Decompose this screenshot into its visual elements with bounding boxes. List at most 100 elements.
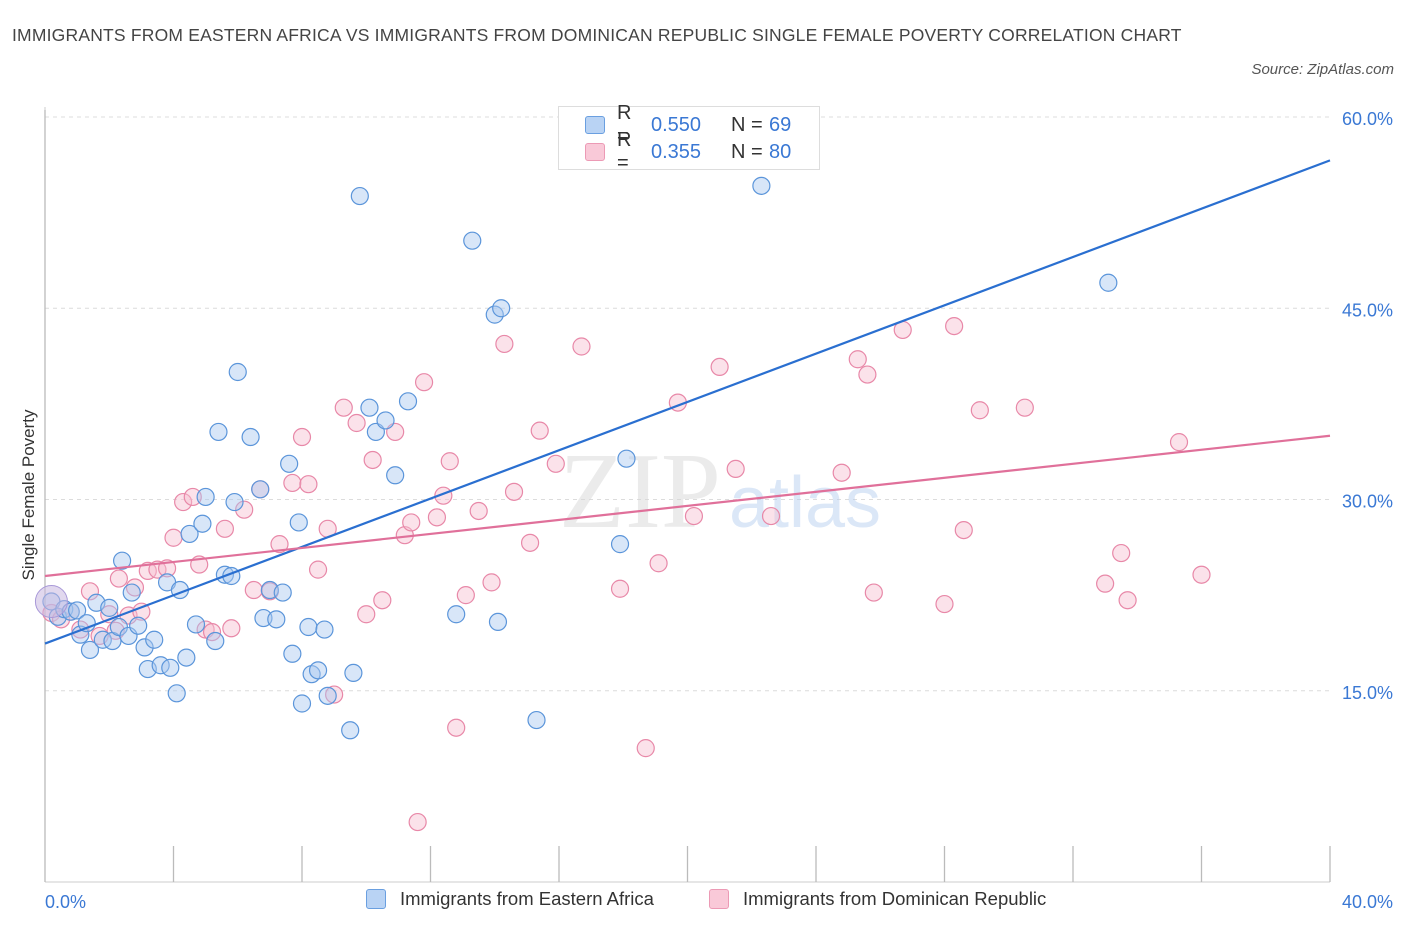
data-point	[344, 663, 363, 683]
data-point	[109, 569, 128, 588]
data-point	[726, 459, 745, 478]
data-point	[832, 463, 851, 482]
data-point	[183, 487, 202, 507]
data-point	[68, 601, 87, 620]
data-point	[112, 551, 132, 570]
y-axis-label: Single Female Poverty	[19, 409, 38, 581]
data-point	[1112, 543, 1131, 563]
data-point	[299, 475, 318, 494]
data-point	[167, 684, 186, 703]
data-point	[363, 450, 382, 470]
data-point	[347, 413, 366, 433]
data-point	[164, 528, 183, 547]
data-point	[864, 583, 883, 602]
data-point	[463, 231, 482, 250]
data-point	[292, 694, 312, 713]
legend-row-eastern-africa: R = 0.550 N = 69	[585, 102, 791, 147]
legend-n-label: N =	[731, 113, 763, 136]
data-point	[469, 501, 488, 521]
x-tick-label: 0.0%	[45, 892, 86, 912]
data-point	[308, 661, 328, 680]
data-point	[193, 514, 212, 533]
data-point	[80, 582, 100, 601]
data-point	[244, 580, 263, 600]
data-point	[527, 710, 546, 730]
data-point	[100, 598, 119, 617]
data-point	[858, 365, 877, 384]
data-point	[617, 449, 636, 468]
data-point	[636, 739, 655, 758]
data-point	[80, 640, 100, 660]
data-point	[138, 561, 157, 581]
data-point	[180, 524, 199, 544]
data-point	[414, 373, 434, 392]
data-point	[186, 615, 206, 634]
data-point	[235, 500, 254, 519]
data-point	[408, 812, 427, 832]
trend-line-pink	[44, 434, 1331, 578]
watermark-zip: ZIP	[559, 432, 721, 551]
data-point	[386, 466, 405, 485]
legend-r-label: R =	[617, 129, 632, 174]
data-point	[427, 508, 447, 527]
grid-layer	[45, 116, 1330, 692]
data-point	[209, 422, 228, 442]
data-point	[1096, 574, 1115, 593]
data-point	[215, 519, 234, 538]
data-point	[710, 357, 729, 376]
legend: R = 0.550 N = 69 R = 0.355 N = 80	[558, 102, 820, 174]
data-point	[357, 605, 376, 624]
data-point	[447, 605, 466, 624]
data-point	[241, 427, 260, 447]
legend-r-value: 0.550	[651, 113, 702, 136]
data-point	[402, 513, 421, 532]
data-point	[206, 631, 225, 651]
watermark: ZIP atlas	[559, 432, 881, 551]
data-point	[649, 554, 668, 573]
legend-r-value: 0.355	[651, 140, 702, 163]
data-point	[222, 619, 241, 638]
data-point	[684, 506, 704, 526]
data-point	[315, 620, 334, 639]
data-point	[122, 583, 141, 602]
legend-r-label: R =	[617, 102, 632, 147]
data-point	[945, 317, 964, 336]
data-point	[447, 718, 466, 737]
series-eastern-africa-points	[34, 176, 1118, 740]
data-point	[530, 421, 549, 440]
trend-line-blue	[44, 159, 1331, 645]
data-point	[350, 186, 369, 206]
legend-n-value: 80	[769, 140, 792, 163]
data-point	[283, 644, 302, 663]
data-point	[398, 392, 418, 411]
series-legend-swatch-blue	[366, 889, 386, 909]
series-dominican-republic-points	[42, 317, 1211, 832]
data-point	[752, 176, 771, 195]
chart-title: IMMIGRANTS FROM EASTERN AFRICA VS IMMIGR…	[12, 25, 1182, 45]
data-point	[299, 617, 318, 637]
data-point	[225, 492, 244, 512]
data-point	[308, 560, 328, 579]
data-point	[546, 454, 565, 473]
series-legend-label: Immigrants from Dominican Republic	[743, 888, 1047, 909]
data-point	[129, 616, 148, 635]
data-point	[848, 350, 867, 369]
data-point	[935, 594, 954, 614]
data-point	[228, 362, 247, 382]
data-point	[610, 535, 630, 554]
data-point	[93, 630, 112, 649]
data-point	[215, 565, 234, 584]
trend-lines	[44, 159, 1331, 645]
data-point	[495, 334, 514, 354]
data-point	[177, 648, 196, 667]
legend-swatch-blue	[585, 116, 605, 134]
data-point-cluster	[34, 585, 68, 618]
data-point	[334, 398, 353, 417]
data-point	[148, 560, 167, 579]
data-point	[373, 591, 392, 610]
data-point	[610, 579, 630, 598]
data-point	[1192, 565, 1211, 584]
data-point	[196, 487, 215, 507]
data-point	[283, 473, 302, 493]
